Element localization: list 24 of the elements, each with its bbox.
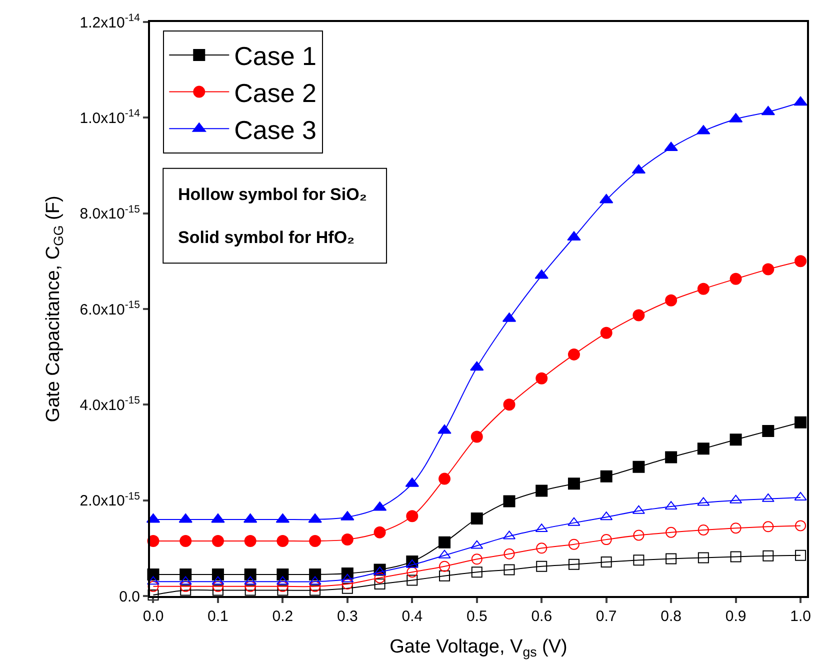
x-tick-label: 1.0 xyxy=(790,608,811,625)
y-tick-label: 8.0x10$^{-15}$ xyxy=(80,203,140,223)
x-axis-title: Gate Voltage, V$_{gs}$ (V) xyxy=(390,636,568,660)
x-tick-label: 0.2 xyxy=(272,608,294,625)
x-tick-label: 0.4 xyxy=(402,608,423,625)
y-tick-label: 4.0x10$^{-15}$ xyxy=(80,394,140,414)
x-tick-label: 0.1 xyxy=(208,608,228,625)
legend-label: Case 2 xyxy=(234,78,317,108)
y-tick-label: 1.0x10$^{-14}$ xyxy=(80,108,140,127)
x-tick-label: 0.9 xyxy=(725,608,746,625)
x-tick-label: 0.7 xyxy=(596,608,617,625)
x-tick-label: 0.8 xyxy=(660,608,682,625)
y-tick-label: 0.0 xyxy=(119,588,140,606)
y-tick-label: 6.0x10$^{-15}$ xyxy=(80,298,140,318)
x-tick-label: 0.5 xyxy=(466,608,488,625)
y-tick-label: 1.2x10$^{-14}$ xyxy=(80,12,140,32)
x-tick-label: 0.6 xyxy=(531,608,552,625)
annotation: Solid symbol for HfO₂ xyxy=(178,228,355,247)
legend-label: Case 1 xyxy=(234,41,317,72)
annotation: Hollow symbol for SiO₂ xyxy=(178,185,367,204)
y-tick-label: 2.0x10$^{-15}$ xyxy=(80,490,140,510)
x-tick-label: 0.3 xyxy=(336,608,358,625)
legend-label: Case 3 xyxy=(234,114,317,145)
x-tick-label: 0.0 xyxy=(142,608,164,625)
